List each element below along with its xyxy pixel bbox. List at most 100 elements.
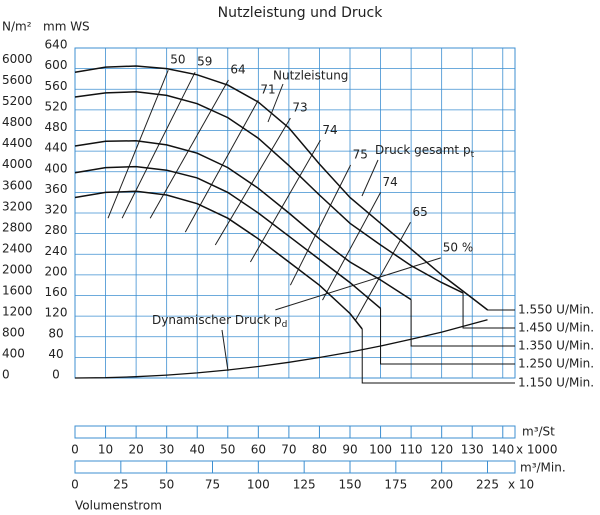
y-tick-label: 160 [45,285,68,299]
y2-tick-label: 1600 [2,283,33,297]
scale-bar [74,460,516,474]
scale-tick-label: 125 [293,478,316,492]
pressure-curve [74,91,464,294]
y-tick-label: 200 [45,264,68,278]
y-axis-label: mm WS [43,20,90,34]
scale-tick-label: 0 [71,443,79,457]
annotation-leader [361,159,379,197]
legend-label: 1.150 U/Min. [518,376,594,390]
y2-axis-label: N/m² [2,20,32,34]
y2-tick-label: 3200 [2,199,33,213]
efficiency-line [249,140,321,263]
pressure-curve [74,165,382,309]
plot-frame [74,47,516,379]
y-tick-label: 120 [45,306,68,320]
scale-tick-label: 40 [190,443,205,457]
annotation: Dynamischer Druck pd [152,313,287,330]
y2-tick-label: 2000 [2,262,33,276]
efficiency-line [322,192,382,301]
scale-tick-label: 30 [159,443,174,457]
y2-tick-label: 2400 [2,241,33,255]
legend-label: 1.250 U/Min. [518,357,594,371]
x2-multiplier: x 10 [508,478,534,492]
scale-tick-label: 20 [128,443,143,457]
scale-tick-label: 140 [491,443,514,457]
efficiency-label: 64 [230,62,245,76]
legend-label: 1.350 U/Min. [518,339,594,353]
scale-bar [74,425,516,439]
scale-tick-label: 175 [384,478,407,492]
efficiency-label: 50 % [443,240,474,254]
scale-tick-label: 120 [430,443,453,457]
y2-tick-label: 6000 [2,52,33,66]
efficiency-line [121,71,196,219]
efficiency-line [289,164,352,286]
x-multiplier: x 1000 [516,443,557,457]
annotation-text: Druck gesamt p [375,143,471,157]
y-tick-label: 600 [45,58,68,72]
x-title: Volumenstrom [75,499,162,513]
y-tick-label: 560 [45,79,68,93]
annotation: Druck gesamt pt [375,143,475,160]
scale-tick-label: 130 [461,443,484,457]
scale-tick-label: 25 [113,478,128,492]
annotation-leader [267,83,284,123]
leader-line [462,292,515,329]
annotation-sub: d [282,320,288,330]
leader-line [380,308,515,365]
y2-tick-label: 4000 [2,157,33,171]
efficiency-line [355,222,411,321]
scale-tick-label: 50 [159,478,174,492]
annotation-text: Dynamischer Druck p [152,313,282,327]
y-tick-label: 360 [45,182,68,196]
y2-tick-label: 0 [2,368,10,382]
y2-tick-label: 5200 [2,94,33,108]
efficiency-line [184,99,259,233]
chart-title: Nutzleistung und Druck [218,5,384,21]
y-tick-label: 80 [48,326,63,340]
annotation: Nutzleistung [273,69,348,83]
y-tick-label: 320 [45,203,68,217]
x-axis-label: m³/St [522,425,555,439]
efficiency-label: 73 [292,101,307,115]
pressure-curve [74,65,488,311]
scale-tick-label: 80 [312,443,327,457]
scale-tick-label: 110 [400,443,423,457]
y-tick-label: 40 [48,347,63,361]
y-tick-label: 640 [45,38,68,52]
scale-tick-label: 200 [430,478,453,492]
scale-tick-label: 100 [247,478,270,492]
y2-tick-label: 5600 [2,73,33,87]
annotation-sub: t [471,150,475,160]
efficiency-label: 71 [260,83,275,97]
x2-axis-label: m³/Min. [520,461,566,475]
efficiency-label: 59 [197,55,212,69]
scale-tick-label: 225 [476,478,499,492]
scale-tick-label: 50 [220,443,235,457]
scale-tick-label: 10 [98,443,113,457]
y-tick-label: 280 [45,223,68,237]
y-tick-label: 400 [45,161,68,175]
pressure-curve [74,140,412,301]
annotation-leader [221,329,229,372]
efficiency-label: 50 [170,53,185,67]
scale-tick-label: 60 [251,443,266,457]
y-tick-label: 440 [45,141,68,155]
y-tick-label: 0 [52,368,60,382]
y2-tick-label: 400 [2,346,25,360]
y-tick-label: 520 [45,99,68,113]
efficiency-label: 74 [322,123,337,137]
y2-tick-label: 3600 [2,178,33,192]
leader-line [410,299,515,347]
efficiency-line [149,79,229,219]
leader-line [361,329,515,384]
y2-tick-label: 2800 [2,220,33,234]
y2-tick-label: 1200 [2,304,33,318]
scale-tick-label: 70 [281,443,296,457]
y2-tick-label: 4800 [2,115,33,129]
efficiency-line [214,117,291,246]
pressure-curve [74,190,363,330]
y-tick-label: 240 [45,244,68,258]
